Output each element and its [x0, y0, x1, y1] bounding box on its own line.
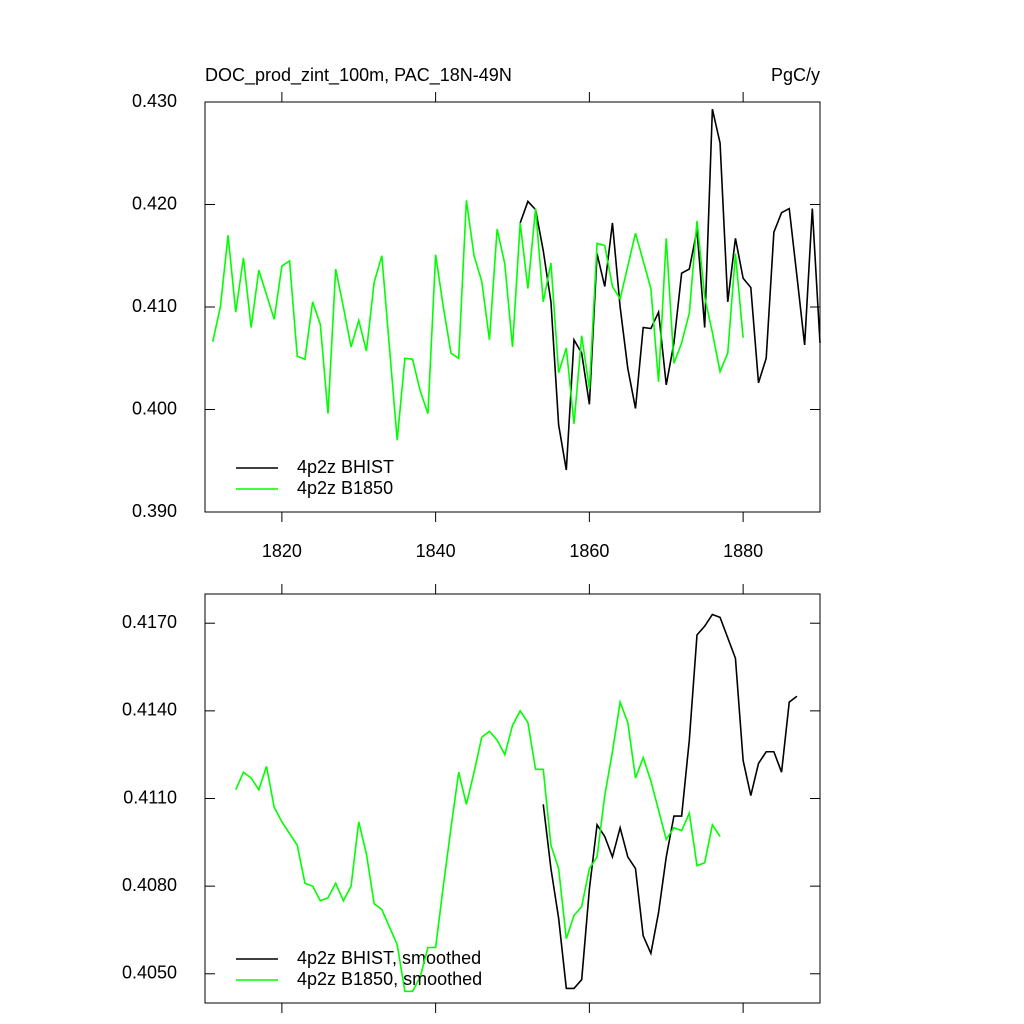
y-tick-label: 0.420	[132, 193, 177, 213]
chart-title: DOC_prod_zint_100m, PAC_18N-49N	[205, 65, 512, 86]
units-label: PgC/y	[771, 65, 820, 85]
x-tick-label: 1820	[262, 541, 302, 561]
legend-label: 4p2z B1850, smoothed	[297, 969, 482, 989]
legend-label: 4p2z BHIST, smoothed	[297, 948, 481, 968]
y-tick-label: 0.4140	[122, 700, 177, 720]
y-tick-label: 0.4050	[122, 963, 177, 983]
series-line	[519, 108, 821, 471]
y-tick-label: 0.390	[132, 501, 177, 521]
y-tick-label: 0.4170	[122, 612, 177, 632]
y-tick-label: 0.400	[132, 398, 177, 418]
x-tick-label: 1880	[723, 541, 763, 561]
legend-label: 4p2z BHIST	[297, 457, 394, 477]
legend-label: 4p2z B1850	[297, 478, 393, 498]
series-line	[211, 200, 744, 441]
y-tick-label: 0.4110	[123, 787, 177, 807]
y-tick-label: 0.4080	[122, 875, 177, 895]
series-line	[235, 698, 721, 993]
x-tick-label: 1860	[569, 541, 609, 561]
plot-frame	[204, 593, 821, 1004]
x-tick-label: 1840	[416, 541, 456, 561]
plot-frame	[204, 101, 821, 513]
y-tick-label: 0.430	[132, 91, 177, 111]
series-line	[542, 613, 798, 990]
y-tick-label: 0.410	[132, 296, 177, 316]
